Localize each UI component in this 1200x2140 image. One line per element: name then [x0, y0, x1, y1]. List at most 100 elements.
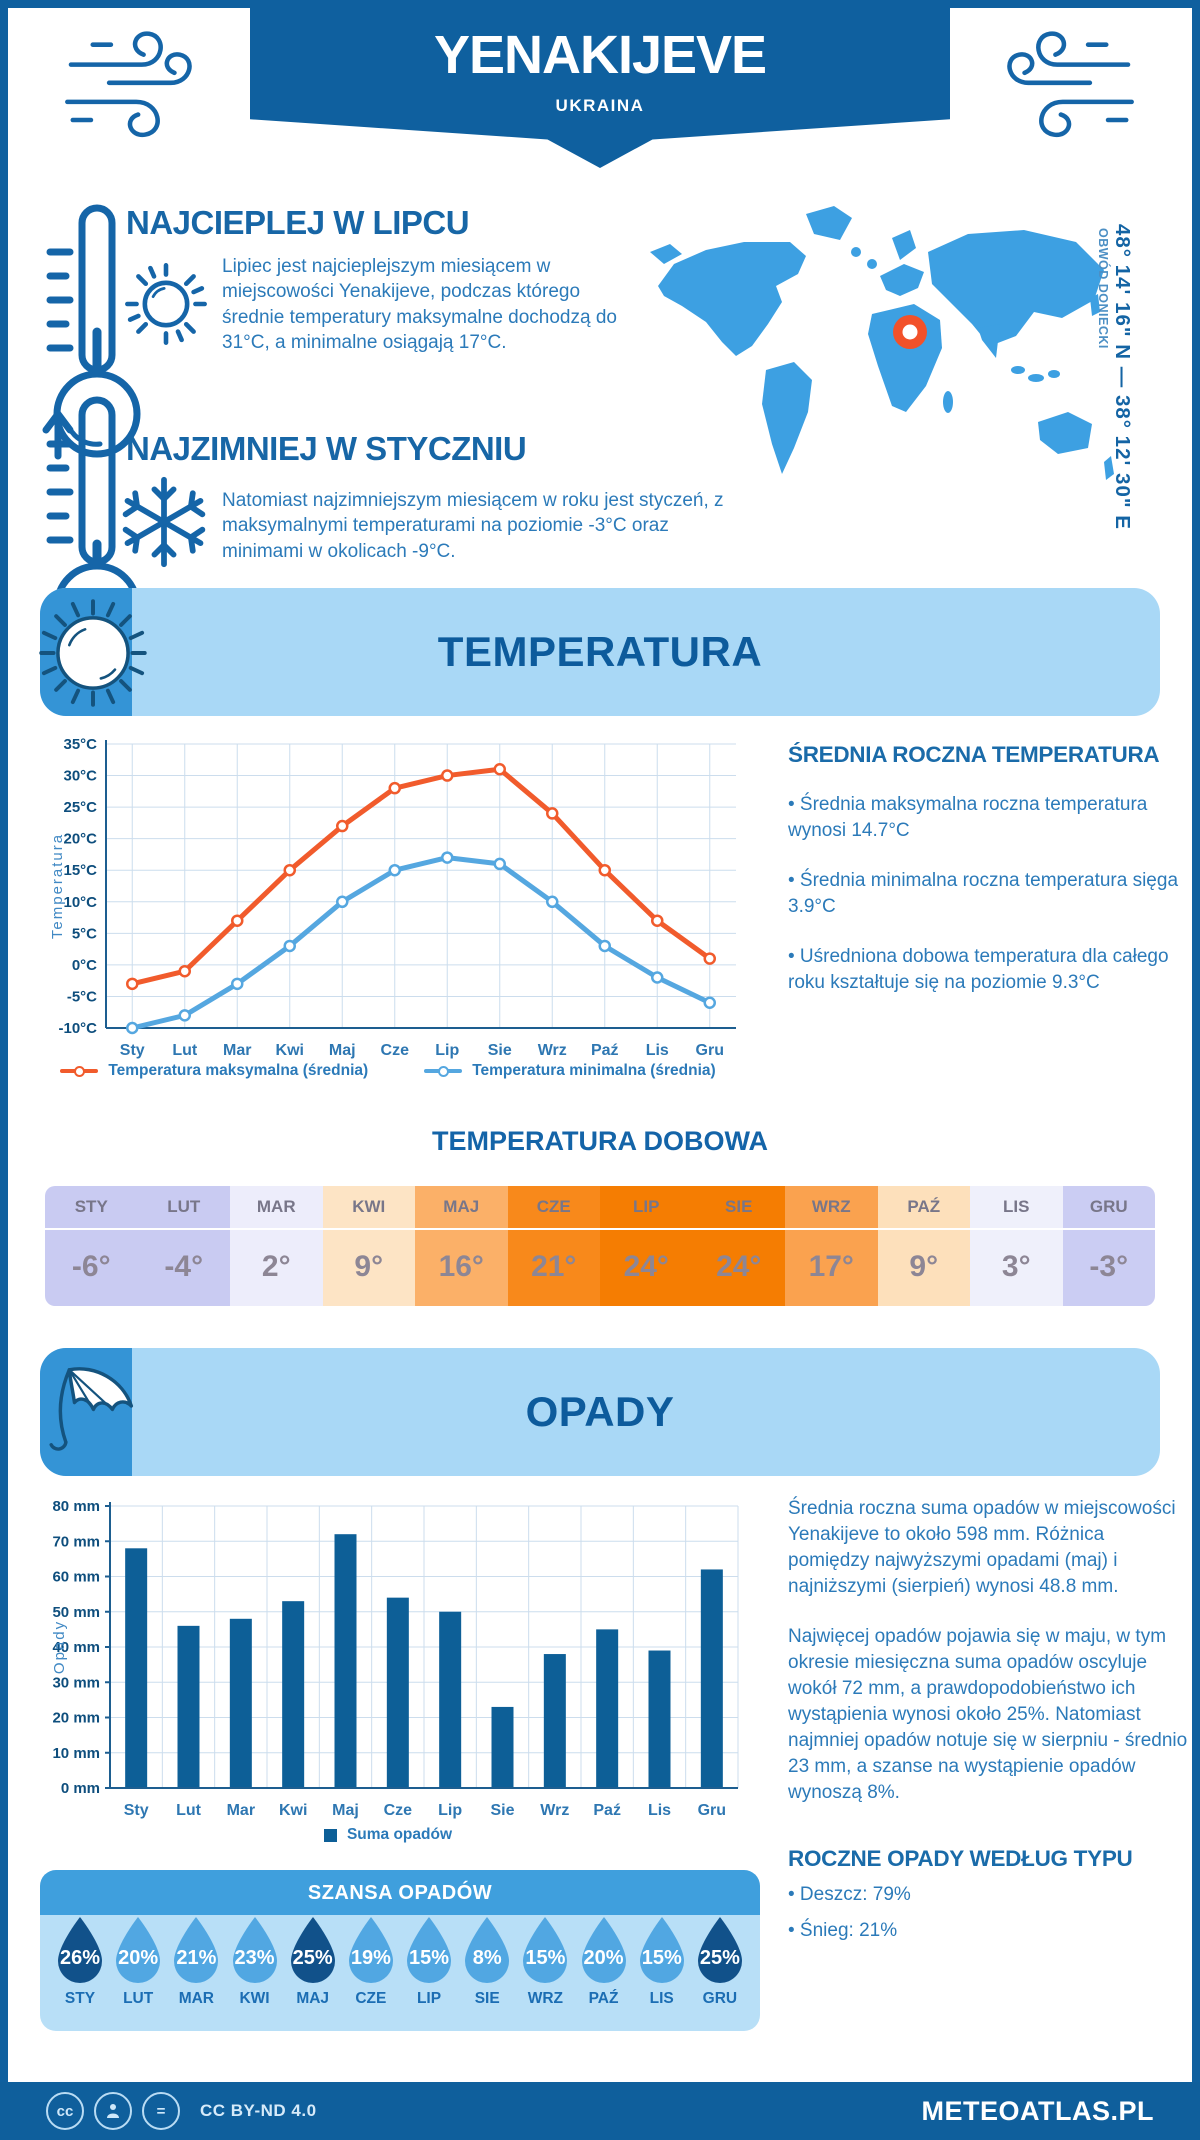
- thermometer-up-icon: [42, 204, 141, 460]
- footer: cc = CC BY-ND 4.0 METEOATLAS.PL: [0, 2082, 1200, 2140]
- svg-text:40 mm: 40 mm: [52, 1639, 100, 1656]
- daily-temp-value: 21°: [531, 1250, 577, 1283]
- annual-bullet: • Uśredniona dobowa temperatura dla całe…: [788, 946, 1169, 994]
- svg-text:Lis: Lis: [646, 1042, 669, 1059]
- chance-drop: 21% MAR: [168, 1915, 224, 2008]
- legend-label: Temperatura maksymalna (średnia): [108, 1062, 369, 1079]
- chance-month-label: MAJ: [296, 1990, 330, 2007]
- coldest-title: NAJZIMNIEJ W STYCZNIU: [126, 430, 527, 467]
- header-banner: YENAKIJEVE UKRAINA: [250, 0, 950, 168]
- chance-percent: 20%: [118, 1947, 159, 1969]
- chance-month-label: KWI: [239, 1990, 270, 2007]
- wind-icon: [65, 31, 192, 137]
- raindrop-icon: [232, 1917, 277, 1983]
- chance-percent: 23%: [234, 1947, 275, 1969]
- chance-percent: 15%: [641, 1947, 682, 1969]
- chance-drops: 26% STY 20% LUT 21% MAR 23% KWI 25% MAJ 19% CZE 15% L…: [40, 1915, 760, 2008]
- daily-month-label: LIS: [970, 1186, 1063, 1230]
- svg-text:Sty: Sty: [120, 1042, 145, 1059]
- daily-temp-value: 9°: [354, 1250, 384, 1283]
- chance-percent: 19%: [350, 1947, 391, 1969]
- raindrop-icon: [697, 1917, 742, 1983]
- svg-text:Lis: Lis: [648, 1802, 671, 1819]
- precipitation-text-block: Średnia roczna suma opadów w miejscowośc…: [788, 1496, 1188, 1944]
- chance-percent: 15%: [525, 1947, 566, 1969]
- daily-cell: KWI 9°: [322, 1186, 415, 1306]
- cc-icon: cc: [46, 2092, 84, 2130]
- daily-month-label: KWI: [322, 1186, 415, 1230]
- coordinates-block: 48° 14' 16" N — 38° 12' 30" E OBWÓD DONI…: [1096, 224, 1134, 544]
- daily-month-label: WRZ: [785, 1186, 878, 1230]
- chance-month-label: CZE: [355, 1990, 387, 2007]
- chance-drop: 25% GRU: [692, 1915, 748, 2008]
- sun-icon: [125, 263, 207, 345]
- chance-month-label: PAŹ: [588, 1990, 619, 2007]
- attribution-person-icon: [94, 2092, 132, 2130]
- daily-temp-value: 3°: [1001, 1250, 1031, 1283]
- svg-text:Lut: Lut: [172, 1042, 198, 1059]
- svg-text:Lut: Lut: [176, 1802, 202, 1819]
- country-label: UKRAINA: [555, 96, 645, 115]
- precipitation-by-type-title: ROCZNE OPADY WEDŁUG TYPU: [788, 1846, 1133, 1872]
- svg-text:Cze: Cze: [384, 1802, 413, 1819]
- chance-title: SZANSA OPADÓW: [40, 1870, 760, 1916]
- daily-temp-value: 17°: [808, 1250, 854, 1283]
- raindrop-icon: [174, 1917, 219, 1983]
- svg-text:60 mm: 60 mm: [52, 1569, 100, 1586]
- no-derivatives-icon: =: [142, 2092, 180, 2130]
- chance-drop: 15% WRZ: [517, 1915, 573, 2008]
- sun-banner-icon: [39, 599, 147, 707]
- wind-icon: [1007, 31, 1134, 137]
- chance-percent: 21%: [176, 1947, 217, 1969]
- svg-text:35°C: 35°C: [63, 736, 97, 753]
- daily-month-label: MAJ: [415, 1186, 508, 1230]
- daily-temp-value: 24°: [716, 1250, 762, 1283]
- daily-month-label: MAR: [230, 1186, 323, 1230]
- daily-month-label: LUT: [137, 1186, 230, 1230]
- svg-text:5°C: 5°C: [72, 925, 97, 942]
- chance-percent: 25%: [292, 1947, 333, 1969]
- by-type-bullet: • Deszcz: 79%: [788, 1884, 911, 1906]
- world-map: [650, 206, 1114, 480]
- precipitation-section-banner: OPADY: [40, 1348, 1160, 1476]
- chance-drop: 25% MAJ: [285, 1915, 341, 2008]
- license-group: cc = CC BY-ND 4.0: [46, 2092, 317, 2130]
- daily-temp-value: 9°: [909, 1250, 939, 1283]
- daily-cell: PAŹ 9°: [877, 1186, 970, 1306]
- svg-text:Opady: Opady: [51, 1620, 68, 1674]
- svg-text:30°C: 30°C: [63, 768, 97, 785]
- raindrop-icon: [639, 1917, 684, 1983]
- location-marker: [893, 315, 927, 349]
- raindrop-icon: [407, 1917, 452, 1983]
- svg-text:-10°C: -10°C: [58, 1020, 97, 1037]
- chance-drop: 8% SIE: [459, 1915, 515, 2008]
- precipitation-chart-legend: Suma opadów: [60, 1826, 716, 1844]
- legend-item: Temperatura minimalna (średnia): [424, 1062, 716, 1080]
- chance-month-label: LUT: [123, 1990, 154, 2007]
- legend-marker: [323, 1828, 337, 1842]
- chance-month-label: GRU: [702, 1990, 738, 2007]
- svg-text:50 mm: 50 mm: [52, 1604, 100, 1621]
- raindrop-icon: [523, 1917, 568, 1983]
- svg-text:Paź: Paź: [593, 1802, 621, 1819]
- chance-month-label: LIP: [416, 1990, 442, 2007]
- region-text: OBWÓD DONIECKI: [1096, 228, 1110, 349]
- daily-month-label: PAŹ: [877, 1186, 970, 1230]
- svg-text:Maj: Maj: [332, 1802, 359, 1819]
- svg-text:20°C: 20°C: [63, 831, 97, 848]
- svg-text:Maj: Maj: [329, 1042, 356, 1059]
- precipitation-summary-1: Średnia roczna suma opadów w miejscowośc…: [788, 1498, 1176, 1598]
- svg-text:70 mm: 70 mm: [52, 1533, 100, 1550]
- svg-text:15°C: 15°C: [63, 862, 97, 879]
- svg-text:Gru: Gru: [698, 1802, 726, 1819]
- raindrop-icon: [116, 1917, 161, 1983]
- daily-cell: WRZ 17°: [785, 1186, 878, 1306]
- daily-month-label: CZE: [507, 1186, 600, 1230]
- legend-item: Temperatura maksymalna (średnia): [60, 1062, 368, 1080]
- legend-label: Suma opadów: [346, 1826, 453, 1843]
- raindrop-icon: [581, 1917, 626, 1983]
- svg-text:Wrz: Wrz: [538, 1042, 567, 1059]
- daily-temp-value: -4°: [164, 1250, 204, 1283]
- legend-item: Suma opadów: [323, 1826, 453, 1844]
